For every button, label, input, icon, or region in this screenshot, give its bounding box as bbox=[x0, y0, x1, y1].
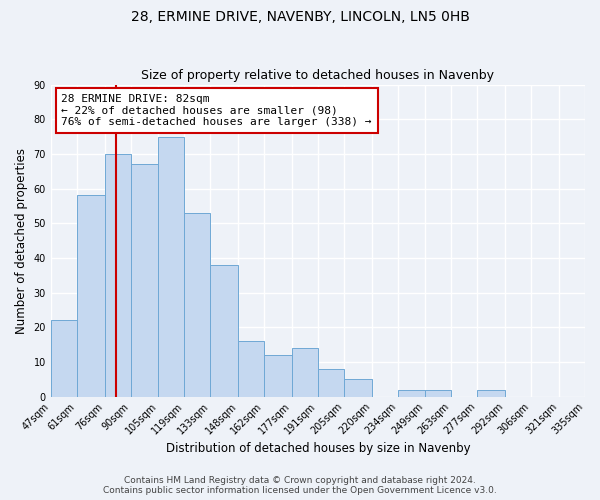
Bar bbox=[344, 379, 371, 396]
Bar bbox=[184, 213, 211, 396]
Title: Size of property relative to detached houses in Navenby: Size of property relative to detached ho… bbox=[142, 69, 494, 82]
Bar bbox=[238, 341, 264, 396]
Bar bbox=[104, 154, 131, 396]
Text: Contains HM Land Registry data © Crown copyright and database right 2024.
Contai: Contains HM Land Registry data © Crown c… bbox=[103, 476, 497, 495]
Bar bbox=[264, 355, 292, 397]
Bar bbox=[158, 136, 184, 396]
Bar bbox=[292, 348, 318, 397]
Bar bbox=[318, 369, 344, 396]
Y-axis label: Number of detached properties: Number of detached properties bbox=[15, 148, 28, 334]
Text: 28, ERMINE DRIVE, NAVENBY, LINCOLN, LN5 0HB: 28, ERMINE DRIVE, NAVENBY, LINCOLN, LN5 … bbox=[131, 10, 469, 24]
Bar bbox=[131, 164, 158, 396]
Bar bbox=[51, 320, 77, 396]
Bar bbox=[77, 196, 104, 396]
Bar bbox=[211, 265, 238, 396]
Text: 28 ERMINE DRIVE: 82sqm
← 22% of detached houses are smaller (98)
76% of semi-det: 28 ERMINE DRIVE: 82sqm ← 22% of detached… bbox=[61, 94, 372, 127]
Bar bbox=[398, 390, 425, 396]
Bar bbox=[425, 390, 451, 396]
Bar bbox=[478, 390, 505, 396]
X-axis label: Distribution of detached houses by size in Navenby: Distribution of detached houses by size … bbox=[166, 442, 470, 455]
